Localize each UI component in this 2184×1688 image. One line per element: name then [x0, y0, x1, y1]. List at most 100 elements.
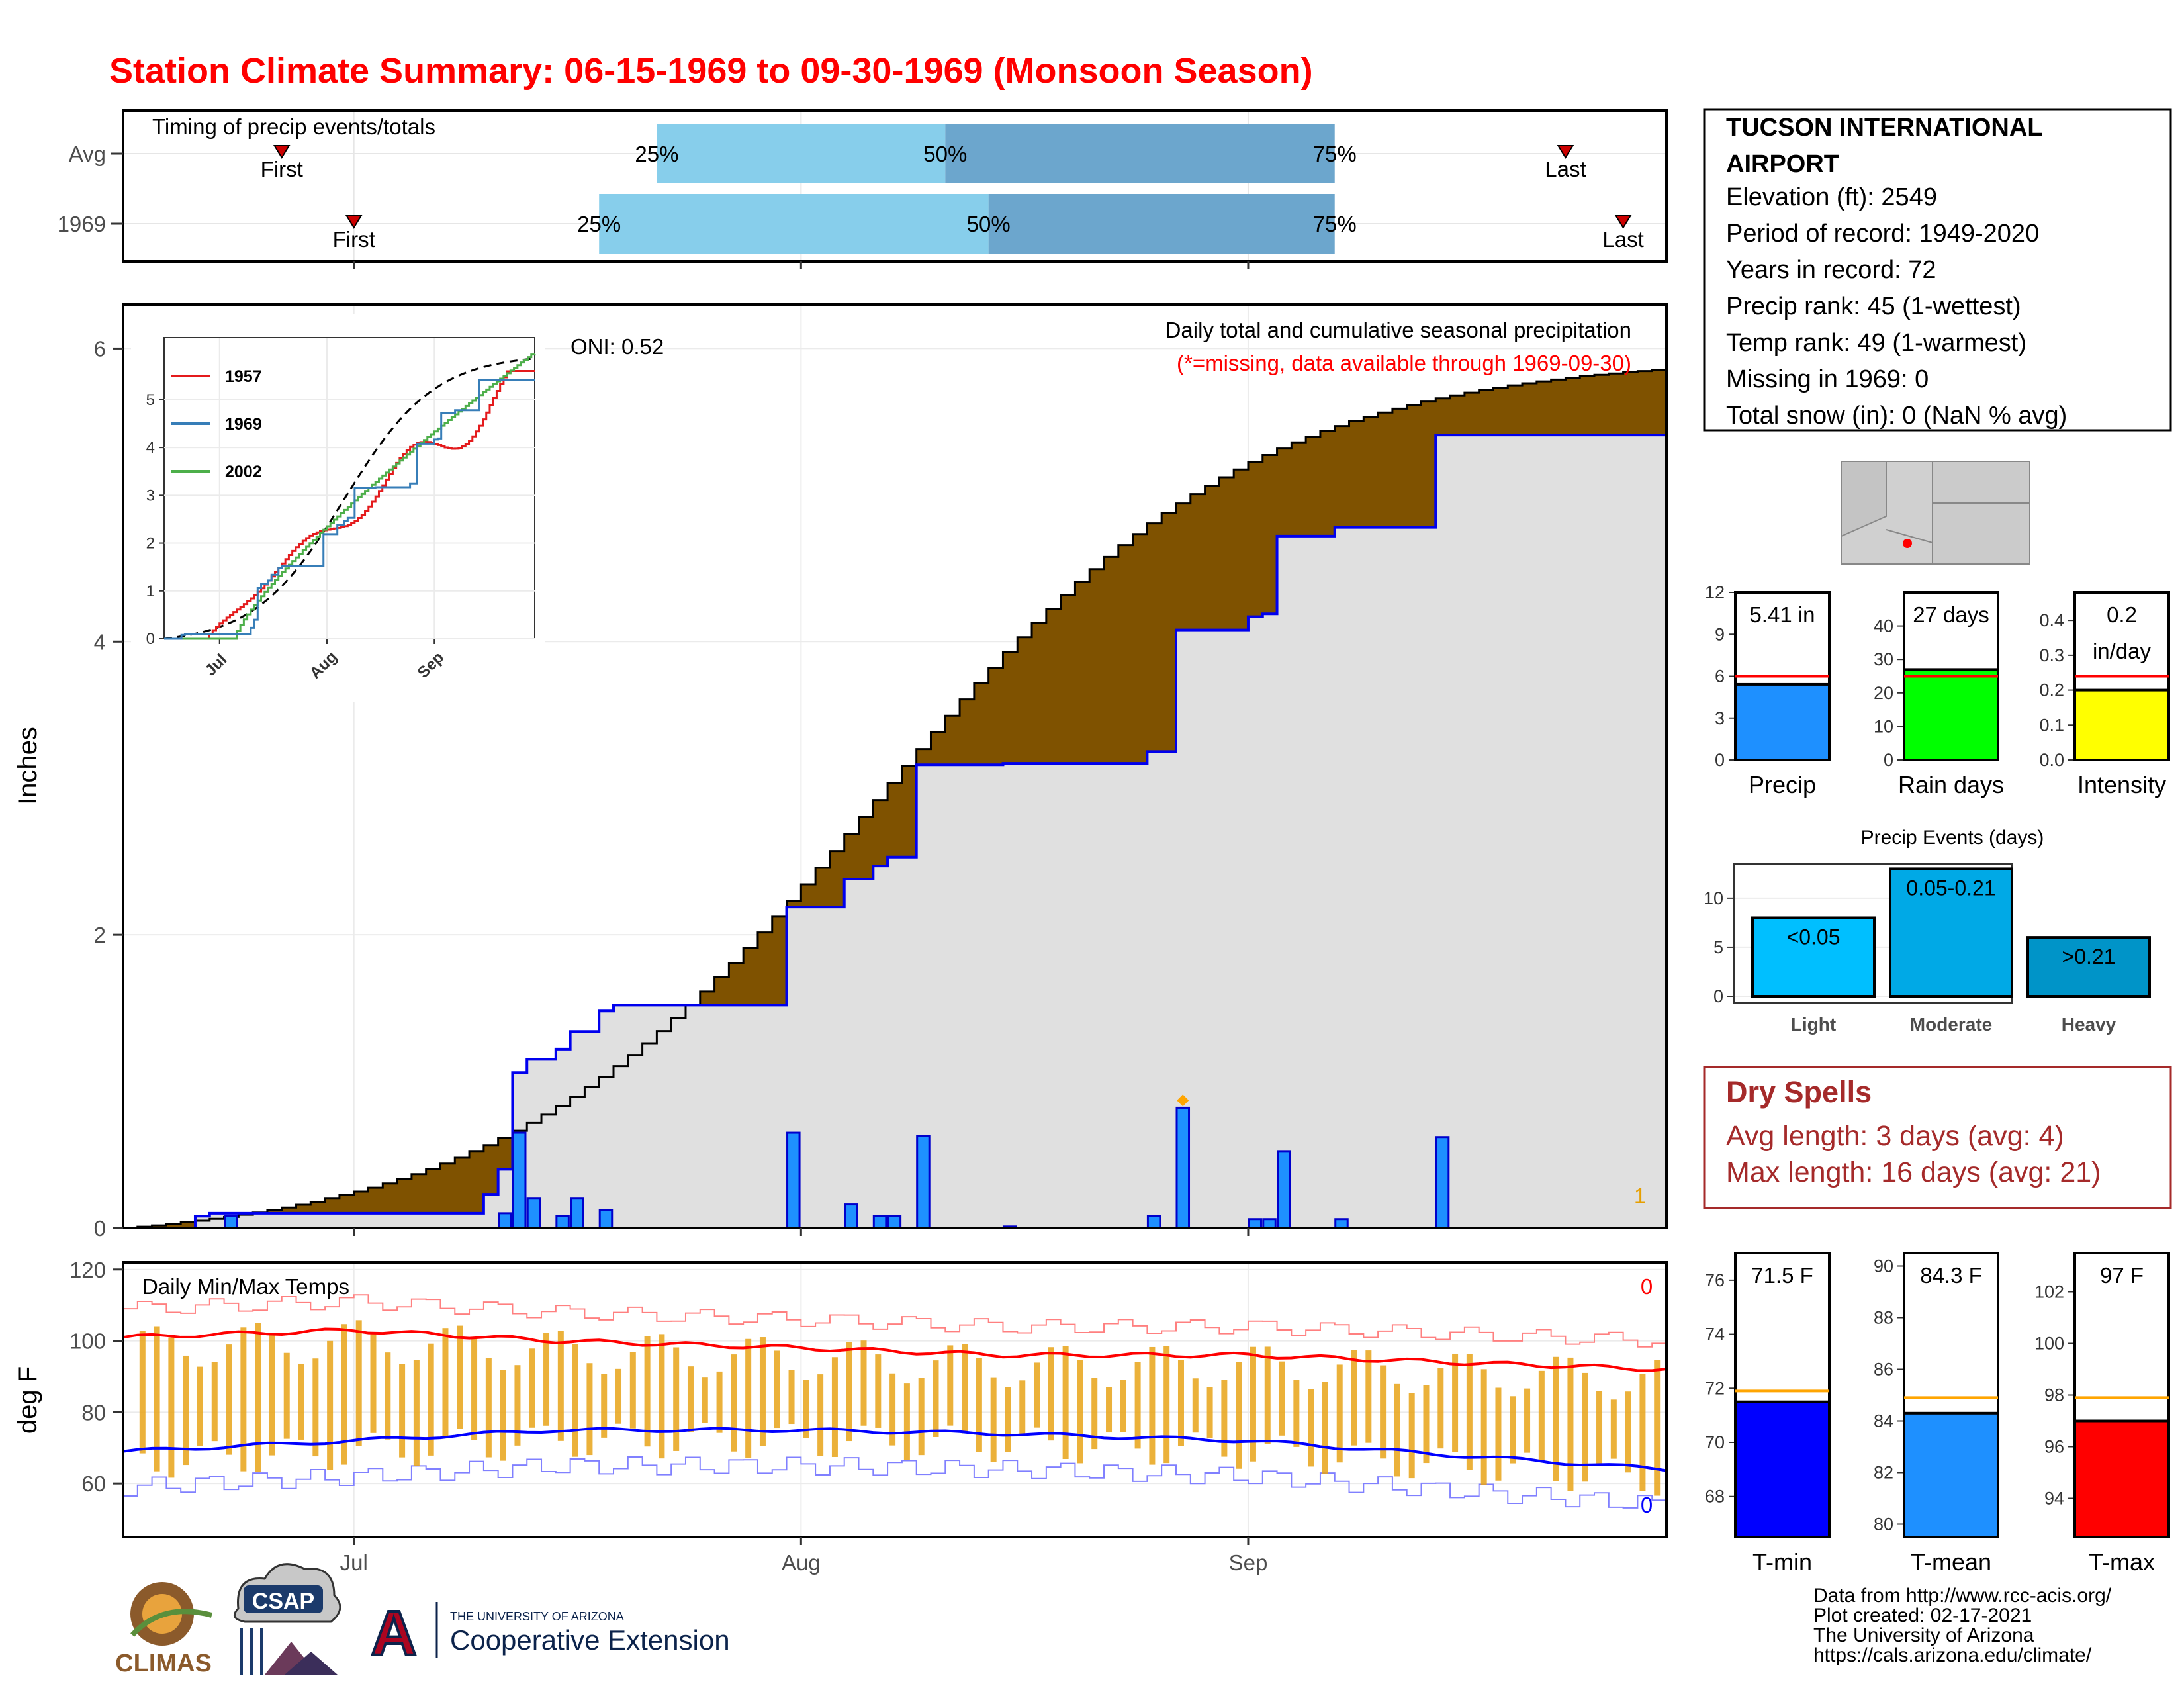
daily-temp-range-bar [543, 1333, 550, 1426]
daily-temp-range-bar [399, 1364, 406, 1458]
inset-avg-line [163, 357, 535, 640]
climas-logo: CLIMAS [115, 1582, 213, 1677]
precip-panel: Daily total and cumulative seasonal prec… [13, 303, 1668, 1241]
station-years: Years in record: 72 [1726, 256, 1936, 284]
inset-legend-label: 1957 [225, 367, 262, 386]
daily-temp-range-bar [1005, 1387, 1011, 1452]
side-bar-y-tick-label: 0.3 [2039, 645, 2064, 665]
side-bar-value [2073, 1419, 2170, 1538]
timing-row-label: Avg [69, 142, 106, 166]
events-bar-label: 0.05-0.21 [1906, 876, 1995, 900]
side-bar-y-tick-label: 96 [2044, 1437, 2064, 1457]
daily-temp-range-bar [240, 1327, 247, 1472]
inset-legend-label: 1969 [225, 415, 262, 434]
side-bar-value-label: 5.41 in [1749, 602, 1815, 627]
side-bar-chart-precip: 0 3 6 9 12 5.41 in Precip [1705, 583, 1831, 798]
daily-temp-range-bar [1293, 1380, 1300, 1447]
daily-temp-range-bar [298, 1363, 304, 1440]
side-bar-y-tick-label: 6 [1715, 667, 1725, 686]
timing-p75-label: 75% [1313, 212, 1357, 236]
daily-precip-bar [1146, 1215, 1161, 1229]
daily-temp-range-bar [644, 1336, 651, 1447]
daily-temp-range-bar [759, 1337, 766, 1446]
daily-temp-range-bar [702, 1377, 708, 1423]
precip-panel-title: Daily total and cumulative seasonal prec… [1165, 318, 1631, 342]
precip-y-axis-label: Inches [13, 727, 42, 805]
inset-legend-label: 2002 [225, 463, 262, 481]
daily-temp-range-bar [1553, 1356, 1559, 1481]
daily-temp-range-bar [687, 1366, 694, 1432]
events-bar [1751, 916, 1876, 998]
daily-temp-range-bar [1308, 1389, 1314, 1467]
temp-y-axis-label: deg F [13, 1366, 42, 1434]
daily-temp-range-bar [1654, 1360, 1661, 1496]
daily-temp-range-bar [629, 1352, 636, 1429]
footer-line2: Plot created: 02-17-2021 [1813, 1605, 2032, 1626]
ua-logo-line2: Cooperative Extension [450, 1624, 730, 1656]
daily-temp-range-bar [183, 1355, 189, 1466]
side-bar-title: Intensity [2077, 771, 2166, 798]
daily-temp-range-bar [673, 1347, 680, 1451]
temp-panel-title: Daily Min/Max Temps [142, 1274, 349, 1299]
footer-line4: https://cals.arizona.edu/climate/ [1813, 1644, 2092, 1666]
temp-min-missing-count: 0 [1641, 1493, 1653, 1517]
timing-first-marker [273, 145, 291, 159]
temp-y-tick-label: 80 [81, 1400, 106, 1425]
avg-min-temp-line [122, 1427, 1667, 1472]
events-y-tick-label: 5 [1713, 937, 1723, 957]
side-bar-y-tick-label: 100 [2034, 1334, 2064, 1354]
ua-logo-letter: A [371, 1598, 416, 1669]
side-bar-y-tick-label: 72 [1705, 1378, 1725, 1398]
side-bar-y-tick-label: 9 [1715, 624, 1725, 644]
daily-temp-range-bar [1221, 1380, 1228, 1457]
daily-temp-range-bar [485, 1358, 492, 1458]
daily-temp-range-bar [428, 1343, 434, 1456]
inset-plot-area [163, 337, 535, 639]
daily-temp-range-bar [1206, 1387, 1213, 1438]
daily-temp-range-bar [1567, 1357, 1574, 1491]
daily-temp-range-bar [1423, 1385, 1430, 1464]
climas-logo-text: CLIMAS [115, 1650, 212, 1677]
daily-temp-range-bar [1582, 1372, 1588, 1482]
temp-x-tick-label: Sep [1229, 1550, 1268, 1575]
daily-temp-range-bar [211, 1362, 218, 1442]
inset-y-tick-label: 2 [146, 535, 155, 553]
inset-series-1969 [164, 379, 535, 640]
inset-y-tick-label: 0 [146, 630, 155, 648]
daily-temp-range-bar [341, 1324, 347, 1465]
side-bar-y-tick-label: 102 [2034, 1282, 2064, 1302]
daily-precip-bar [224, 1215, 238, 1229]
observed-cumulative-area [123, 435, 1666, 1228]
daily-temp-range-bar [903, 1383, 910, 1460]
daily-precip-bar [844, 1203, 858, 1229]
temp-y-tick-label: 100 [69, 1329, 106, 1354]
daily-temp-range-bar [1408, 1393, 1415, 1479]
side-bar-y-tick-label: 0.2 [2039, 680, 2064, 700]
events-y-tick-label: 0 [1713, 986, 1723, 1006]
daily-temp-range-bar [1091, 1378, 1098, 1450]
daily-temp-range-bar [1380, 1365, 1387, 1459]
inset-y-tick-label: 1 [146, 583, 155, 600]
station-elevation: Elevation (ft): 2549 [1726, 183, 1937, 211]
precip-y-tick-label: 2 [94, 923, 106, 947]
daily-precip-bar [598, 1209, 614, 1229]
daily-temp-range-bar [601, 1374, 608, 1438]
daily-temp-range-bar [413, 1360, 420, 1466]
side-bar-y-tick-label: 0 [1715, 750, 1725, 770]
side-bar-value-label: in/day [2093, 639, 2152, 663]
side-bar-y-tick-label: 86 [1874, 1360, 1893, 1380]
daily-temp-range-bar [918, 1378, 925, 1456]
daily-temp-range-bar [831, 1357, 838, 1457]
oni-label: ONI: 0.52 [570, 334, 664, 359]
side-bar-value-label: 71.5 F [1751, 1263, 1813, 1288]
station-missing: Missing in 1969: 0 [1726, 365, 1929, 393]
events-bar-label: <0.05 [1787, 925, 1841, 949]
daily-precip-bar [872, 1215, 887, 1229]
avg-max-temp-line [122, 1327, 1667, 1372]
dry-spells-box: Dry Spells Avg length: 3 days (avg: 4) M… [1703, 1066, 2172, 1209]
daily-temp-range-bar [1019, 1380, 1026, 1434]
side-bar-y-tick-label: 74 [1705, 1325, 1725, 1344]
daily-temp-range-bar [355, 1320, 362, 1446]
daily-temp-range-bar [154, 1326, 160, 1472]
side-bar-y-tick-label: 70 [1705, 1432, 1725, 1452]
